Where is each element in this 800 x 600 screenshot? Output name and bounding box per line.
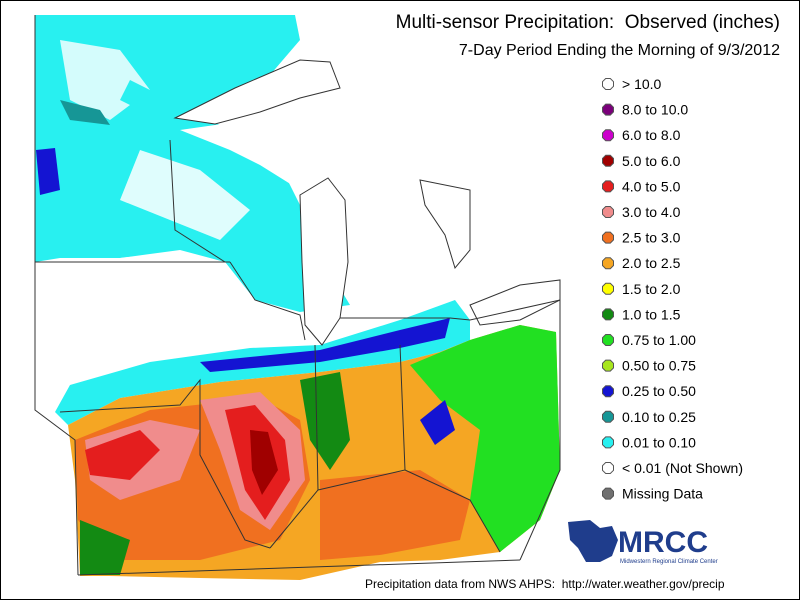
state-border <box>229 261 306 341</box>
legend: > 10.0 8.0 to 10.0 6.0 to 8.0 5.0 to 6.0 4.0… <box>602 76 743 502</box>
state-border <box>34 15 79 576</box>
legend-label: 1.5 to 2.0 <box>622 281 681 297</box>
legend-label: 2.5 to 3.0 <box>622 230 681 246</box>
legend-marker <box>602 308 614 321</box>
legend-marker <box>602 282 614 295</box>
title: Multi-sensor Precipitation: Observed (in… <box>396 12 780 33</box>
legend-marker <box>602 180 614 193</box>
legend-marker <box>602 410 614 423</box>
legend-marker <box>602 385 614 398</box>
precip-region <box>85 430 160 480</box>
legend-label: 2.0 to 2.5 <box>622 255 681 271</box>
legend-marker <box>602 436 614 449</box>
precip-region <box>120 150 250 240</box>
legend-marker <box>602 334 614 346</box>
legend-marker <box>602 462 614 474</box>
legend-label: 5.0 to 6.0 <box>622 153 681 169</box>
logo-name: MRCC <box>618 526 708 559</box>
precip-region <box>340 180 455 318</box>
precip-region <box>60 100 110 125</box>
legend-label: 0.75 to 1.00 <box>622 332 696 348</box>
legend-label: < 0.01 (Not Shown) <box>622 460 743 476</box>
legend-label: Missing Data <box>622 486 703 502</box>
legend-marker <box>602 257 614 270</box>
lake <box>173 59 341 125</box>
state-border <box>169 139 226 263</box>
lake <box>419 179 471 270</box>
legend-marker <box>602 487 614 500</box>
legend-label: > 10.0 <box>622 76 662 92</box>
legend-label: 0.50 to 0.75 <box>622 358 696 374</box>
precip-region <box>36 148 60 195</box>
logo: MRCC Midwestern Regional Climate Center <box>568 520 718 565</box>
legend-label: 0.10 to 0.25 <box>622 409 696 425</box>
footer: Precipitation data from NWS AHPS: http:/… <box>365 577 725 591</box>
legend-label: 0.25 to 0.50 <box>622 383 696 399</box>
legend-marker <box>602 359 614 372</box>
legend-marker <box>602 103 614 116</box>
legend-marker <box>602 129 614 142</box>
legend-label: 4.0 to 5.0 <box>622 178 681 194</box>
legend-marker <box>602 231 614 244</box>
legend-label: 6.0 to 8.0 <box>622 127 681 143</box>
legend-label: 3.0 to 4.0 <box>622 204 681 220</box>
legend-label: 0.01 to 0.10 <box>622 434 696 450</box>
precip-region <box>250 430 278 495</box>
precip-region <box>420 400 455 445</box>
subtitle: 7-Day Period Ending the Morning of 9/3/2… <box>459 42 780 59</box>
map <box>34 15 561 580</box>
legend-marker <box>602 206 614 218</box>
state-border <box>340 299 561 561</box>
logo-icon <box>568 520 618 562</box>
precip-region <box>200 318 450 372</box>
logo-full-name: Midwestern Regional Climate Center <box>620 559 718 565</box>
legend-marker <box>602 154 614 167</box>
precip-region <box>300 372 350 470</box>
legend-label: 8.0 to 10.0 <box>622 102 688 118</box>
state-border <box>77 559 521 576</box>
legend-label: 1.0 to 1.5 <box>622 306 681 322</box>
legend-marker <box>602 78 614 90</box>
precip-region <box>35 252 300 412</box>
precip-region <box>80 520 130 575</box>
state-border <box>59 378 271 549</box>
precip-region <box>410 325 560 552</box>
state-border <box>404 469 501 553</box>
precip-region <box>320 470 470 560</box>
precip-region <box>180 120 340 190</box>
